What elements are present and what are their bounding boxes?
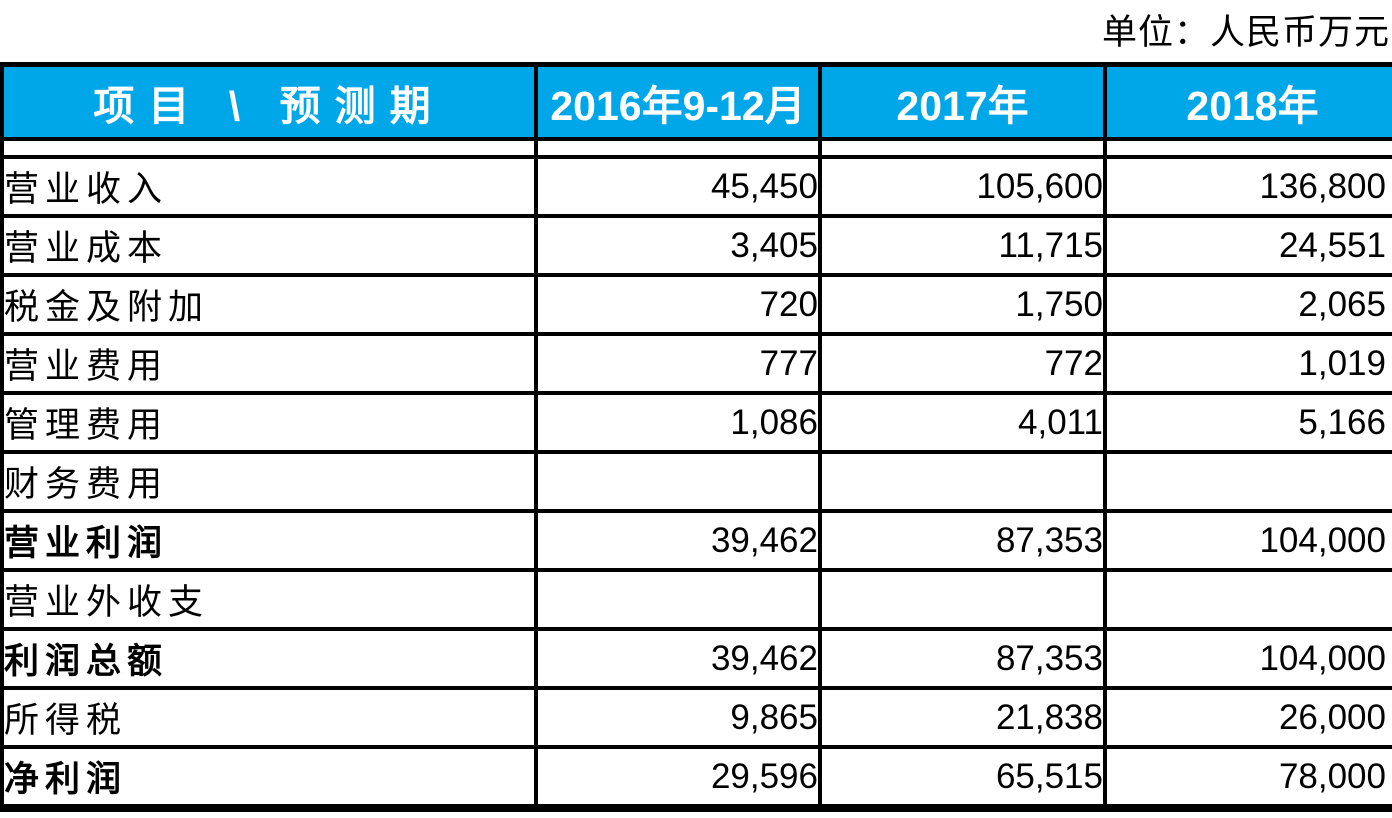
row-label: 所得税 [0, 686, 538, 749]
value-cell: 9,865 [534, 686, 822, 749]
value-cell [818, 450, 1107, 513]
row-label: 净利润 [0, 745, 538, 812]
value-cell: 4,011 [818, 391, 1107, 454]
row-label: 营业利润 [0, 509, 538, 572]
spacer-row [0, 137, 1392, 159]
row-label: 财务费用 [0, 450, 538, 513]
table-row-financial-expenses: 财务费用 [0, 450, 1392, 513]
value-cell [1103, 568, 1392, 631]
profit-forecast-table: 项目 \ 预测期 2016年9-12月 2017年 2018年 营业收入 45,… [0, 62, 1392, 812]
value-cell: 136,800 [1103, 155, 1392, 218]
table-row-operating-cost: 营业成本 3,405 11,715 24,551 [0, 214, 1392, 277]
value-cell: 11,715 [818, 214, 1107, 277]
unit-label: 单位：人民币万元 [1101, 13, 1390, 52]
row-label: 税金及附加 [0, 273, 538, 336]
header-row: 项目 \ 预测期 2016年9-12月 2017年 2018年 [0, 62, 1392, 141]
value-cell: 1,750 [818, 273, 1107, 336]
value-cell [534, 450, 822, 513]
table-row-operating-profit: 营业利润 39,462 87,353 104,000 [0, 509, 1392, 572]
row-label: 营业收入 [0, 155, 538, 218]
value-cell: 2,065 [1103, 273, 1392, 336]
table-row-income-tax: 所得税 9,865 21,838 26,000 [0, 686, 1392, 749]
table-row-taxes-surcharges: 税金及附加 720 1,750 2,065 [0, 273, 1392, 336]
header-cell-period-2017: 2017年 [818, 62, 1107, 141]
value-cell: 29,596 [534, 745, 822, 812]
value-cell: 24,551 [1103, 214, 1392, 277]
table-row-net-profit: 净利润 29,596 65,515 78,000 [0, 745, 1392, 812]
value-cell: 45,450 [534, 155, 822, 218]
value-cell: 104,000 [1103, 627, 1392, 690]
value-cell: 104,000 [1103, 509, 1392, 572]
table-row-nonoperating-income: 营业外收支 [0, 568, 1392, 631]
value-cell: 87,353 [818, 509, 1107, 572]
value-cell: 1,019 [1103, 332, 1392, 395]
value-cell [818, 568, 1107, 631]
row-label: 营业成本 [0, 214, 538, 277]
row-label: 管理费用 [0, 391, 538, 454]
value-cell: 720 [534, 273, 822, 336]
value-cell: 87,353 [818, 627, 1107, 690]
value-cell: 772 [818, 332, 1107, 395]
value-cell [1103, 450, 1392, 513]
value-cell: 39,462 [534, 509, 822, 572]
value-cell [534, 568, 822, 631]
spacer-cell [818, 137, 1107, 159]
value-cell: 105,600 [818, 155, 1107, 218]
spacer-cell [534, 137, 822, 159]
value-cell: 39,462 [534, 627, 822, 690]
value-cell: 5,166 [1103, 391, 1392, 454]
table-row-total-profit: 利润总额 39,462 87,353 104,000 [0, 627, 1392, 690]
value-cell: 3,405 [534, 214, 822, 277]
row-label: 营业费用 [0, 332, 538, 395]
spacer-cell [1103, 137, 1392, 159]
table-row-admin-expenses: 管理费用 1,086 4,011 5,166 [0, 391, 1392, 454]
row-label: 利润总额 [0, 627, 538, 690]
spacer-cell [0, 137, 538, 159]
row-label: 营业外收支 [0, 568, 538, 631]
table-row-selling-expenses: 营业费用 777 772 1,019 [0, 332, 1392, 395]
value-cell: 777 [534, 332, 822, 395]
value-cell: 21,838 [818, 686, 1107, 749]
value-cell: 78,000 [1103, 745, 1392, 812]
header-cell-period-2016: 2016年9-12月 [534, 62, 822, 141]
value-cell: 26,000 [1103, 686, 1392, 749]
header-cell-item: 项目 \ 预测期 [0, 62, 538, 141]
table-row-operating-revenue: 营业收入 45,450 105,600 136,800 [0, 155, 1392, 218]
value-cell: 1,086 [534, 391, 822, 454]
header-cell-period-2018: 2018年 [1103, 62, 1392, 141]
value-cell: 65,515 [818, 745, 1107, 812]
